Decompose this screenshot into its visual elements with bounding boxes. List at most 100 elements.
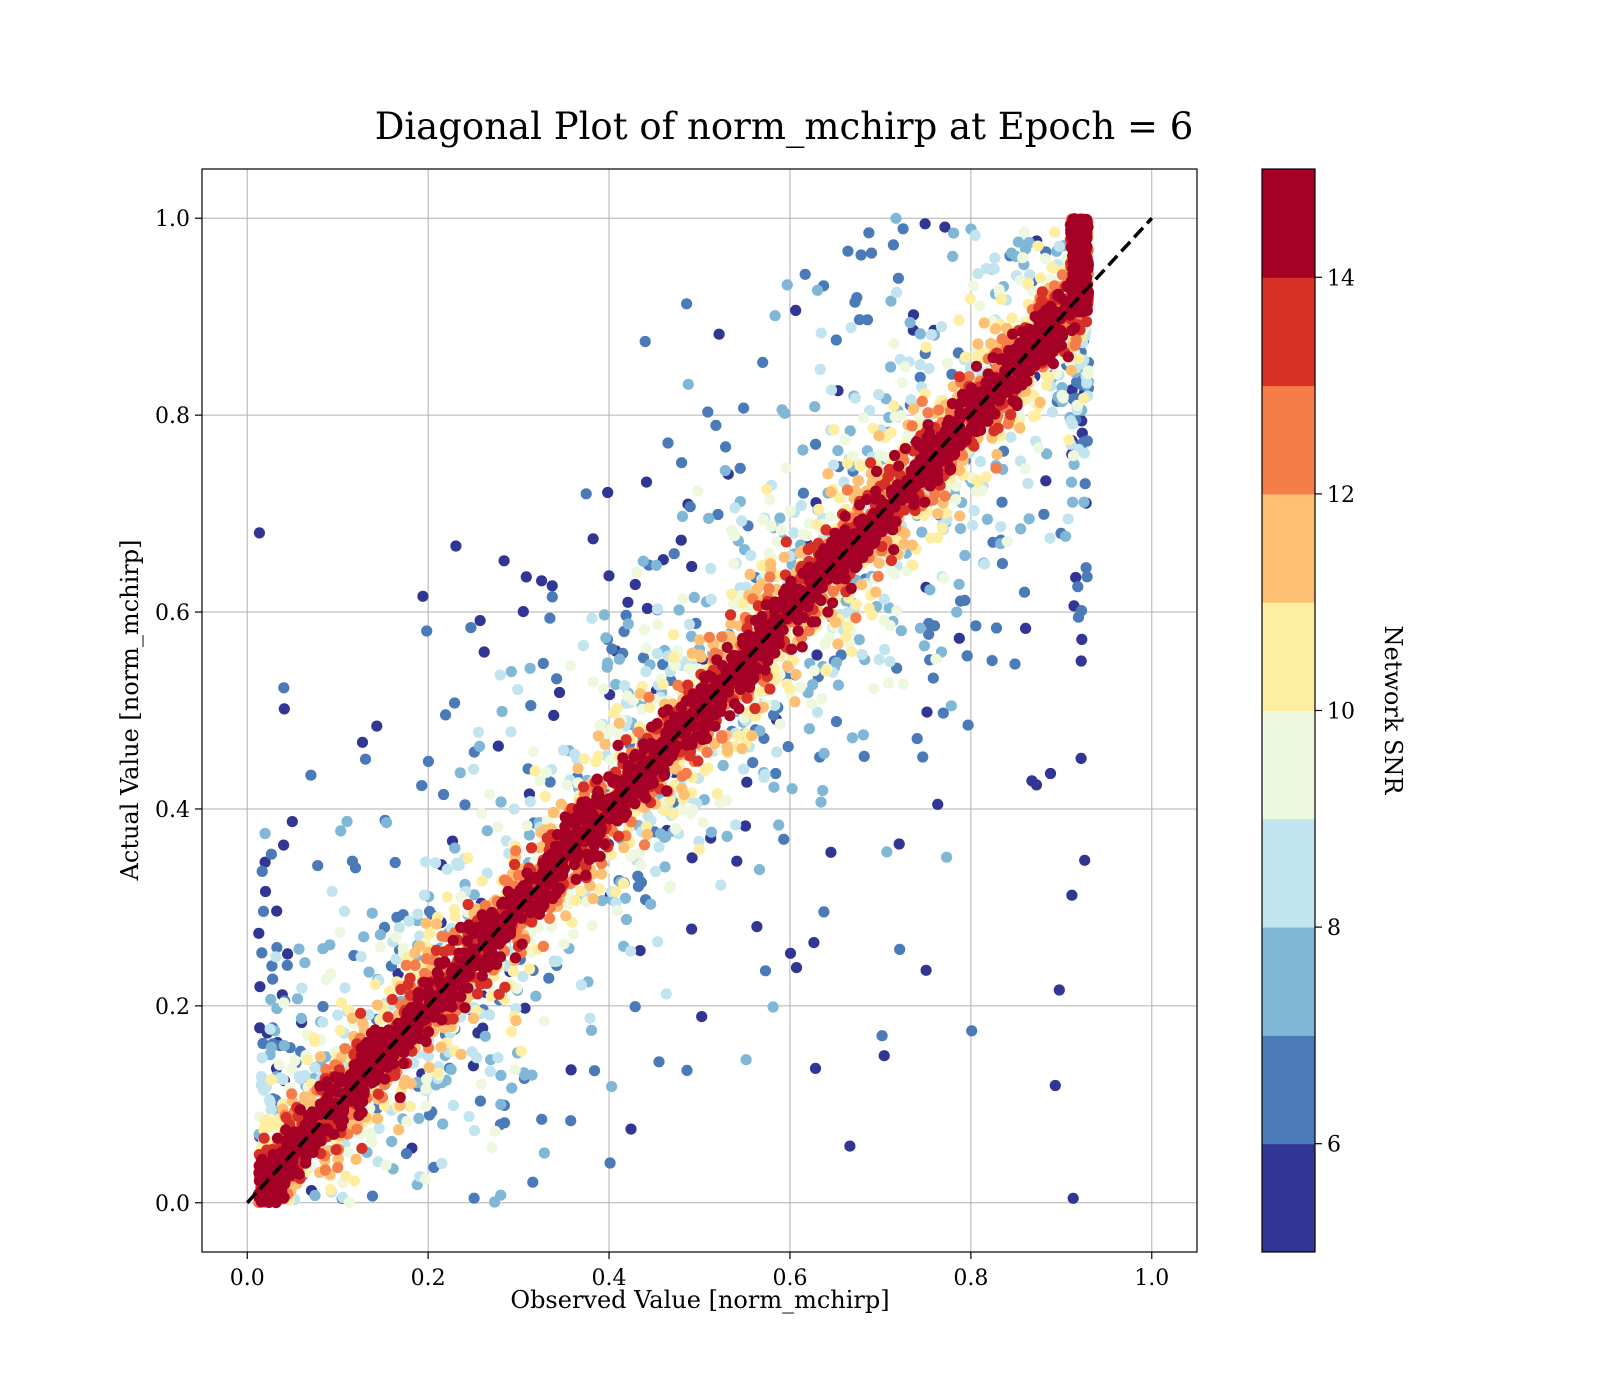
scatter-point [492,1052,504,1064]
scatter-point [844,425,856,437]
scatter-point [635,859,647,871]
scatter-point [299,1091,311,1103]
scatter-point [320,1063,332,1076]
scatter-point [696,1011,708,1023]
scatter-point [771,536,783,548]
scatter-point [825,384,838,396]
scatter-point [767,1001,779,1013]
scatter-point [865,247,878,259]
scatter-point [602,486,614,499]
scatter-point [266,960,278,972]
scatter-point [294,1104,306,1116]
scatter-point [526,1069,538,1081]
scatter-point [468,1125,481,1137]
scatter-point [914,371,926,383]
scatter-point [350,1153,362,1165]
scatter-point [950,493,962,506]
scatter-point [404,1101,416,1113]
scatter-point [484,788,496,800]
scatter-point [613,727,625,739]
scatter-point [625,850,637,863]
scatter-point [968,505,980,517]
scatter-point [894,943,906,956]
scatter-point [953,371,966,383]
scatter-point [505,1025,517,1038]
scatter-point [774,718,786,730]
scatter-point [757,701,769,713]
scatter-point [633,726,645,738]
scatter-point [937,707,949,719]
scatter-point [667,629,680,641]
scatter-point [1075,605,1088,617]
scatter-point [855,249,867,261]
scatter-point [1081,571,1093,583]
scatter-point [914,328,926,340]
scatter-point [725,609,737,621]
scatter-point [508,858,521,871]
scatter-point [448,904,460,916]
scatter-point [294,1073,306,1085]
scatter-point [421,625,433,637]
scatter-point [790,304,802,316]
scatter-point [842,245,854,257]
scatter-point [422,1050,434,1062]
scatter-point [449,697,461,709]
scatter-point [1014,422,1026,434]
scatter-point [544,776,556,788]
scatter-point [731,855,743,867]
scatter-point [845,646,858,658]
scatter-point [884,620,896,632]
scatter-point [326,885,338,898]
scatter-point [768,781,780,793]
scatter-point [640,476,653,488]
scatter-point [842,621,854,633]
scatter-point [325,1183,337,1196]
scatter-point [430,944,442,957]
scatter-point [916,526,928,538]
scatter-point [697,816,709,828]
scatter-point [693,844,705,856]
scatter-point [525,842,538,854]
scatter-point [694,634,706,646]
scatter-point [391,911,403,923]
scatter-point [741,692,753,704]
scatter-point [613,653,626,665]
scatter-point [945,700,957,712]
scatter-point [437,1118,449,1130]
scatter-point [675,534,687,546]
scatter-point [870,586,882,598]
scatter-point [959,594,971,607]
scatter-point [989,252,1001,264]
scatter-point [722,745,734,757]
scatter-point [258,1132,270,1144]
scatter-point [1040,379,1053,391]
scatter-point [265,993,277,1006]
scatter-point [969,229,981,241]
scatter-point [517,971,529,983]
scatter-point [523,829,536,841]
scatter-point [629,578,641,591]
scatter-point [996,558,1009,570]
scatter-point [990,462,1002,474]
scatter-point [611,905,623,917]
scatter-point [508,803,520,815]
scatter-point [1066,889,1078,901]
scatter-point [676,783,688,795]
scatter-point [1065,364,1077,376]
scatter-point [256,1052,268,1064]
scatter-point [332,1009,344,1021]
scatter-point [271,905,283,917]
scatter-point [463,1111,475,1123]
scatter-point [749,702,761,715]
scatter-point [712,508,724,521]
scatter-point [1063,434,1075,446]
scatter-point [911,733,923,745]
scatter-point [339,982,351,994]
scatter-point [686,852,698,864]
scatter-point [833,492,845,504]
scatter-point [557,744,570,757]
scatter-point [551,673,563,685]
scatter-point [930,653,942,665]
scatter-point [401,1116,413,1128]
scatter-point [495,796,507,808]
